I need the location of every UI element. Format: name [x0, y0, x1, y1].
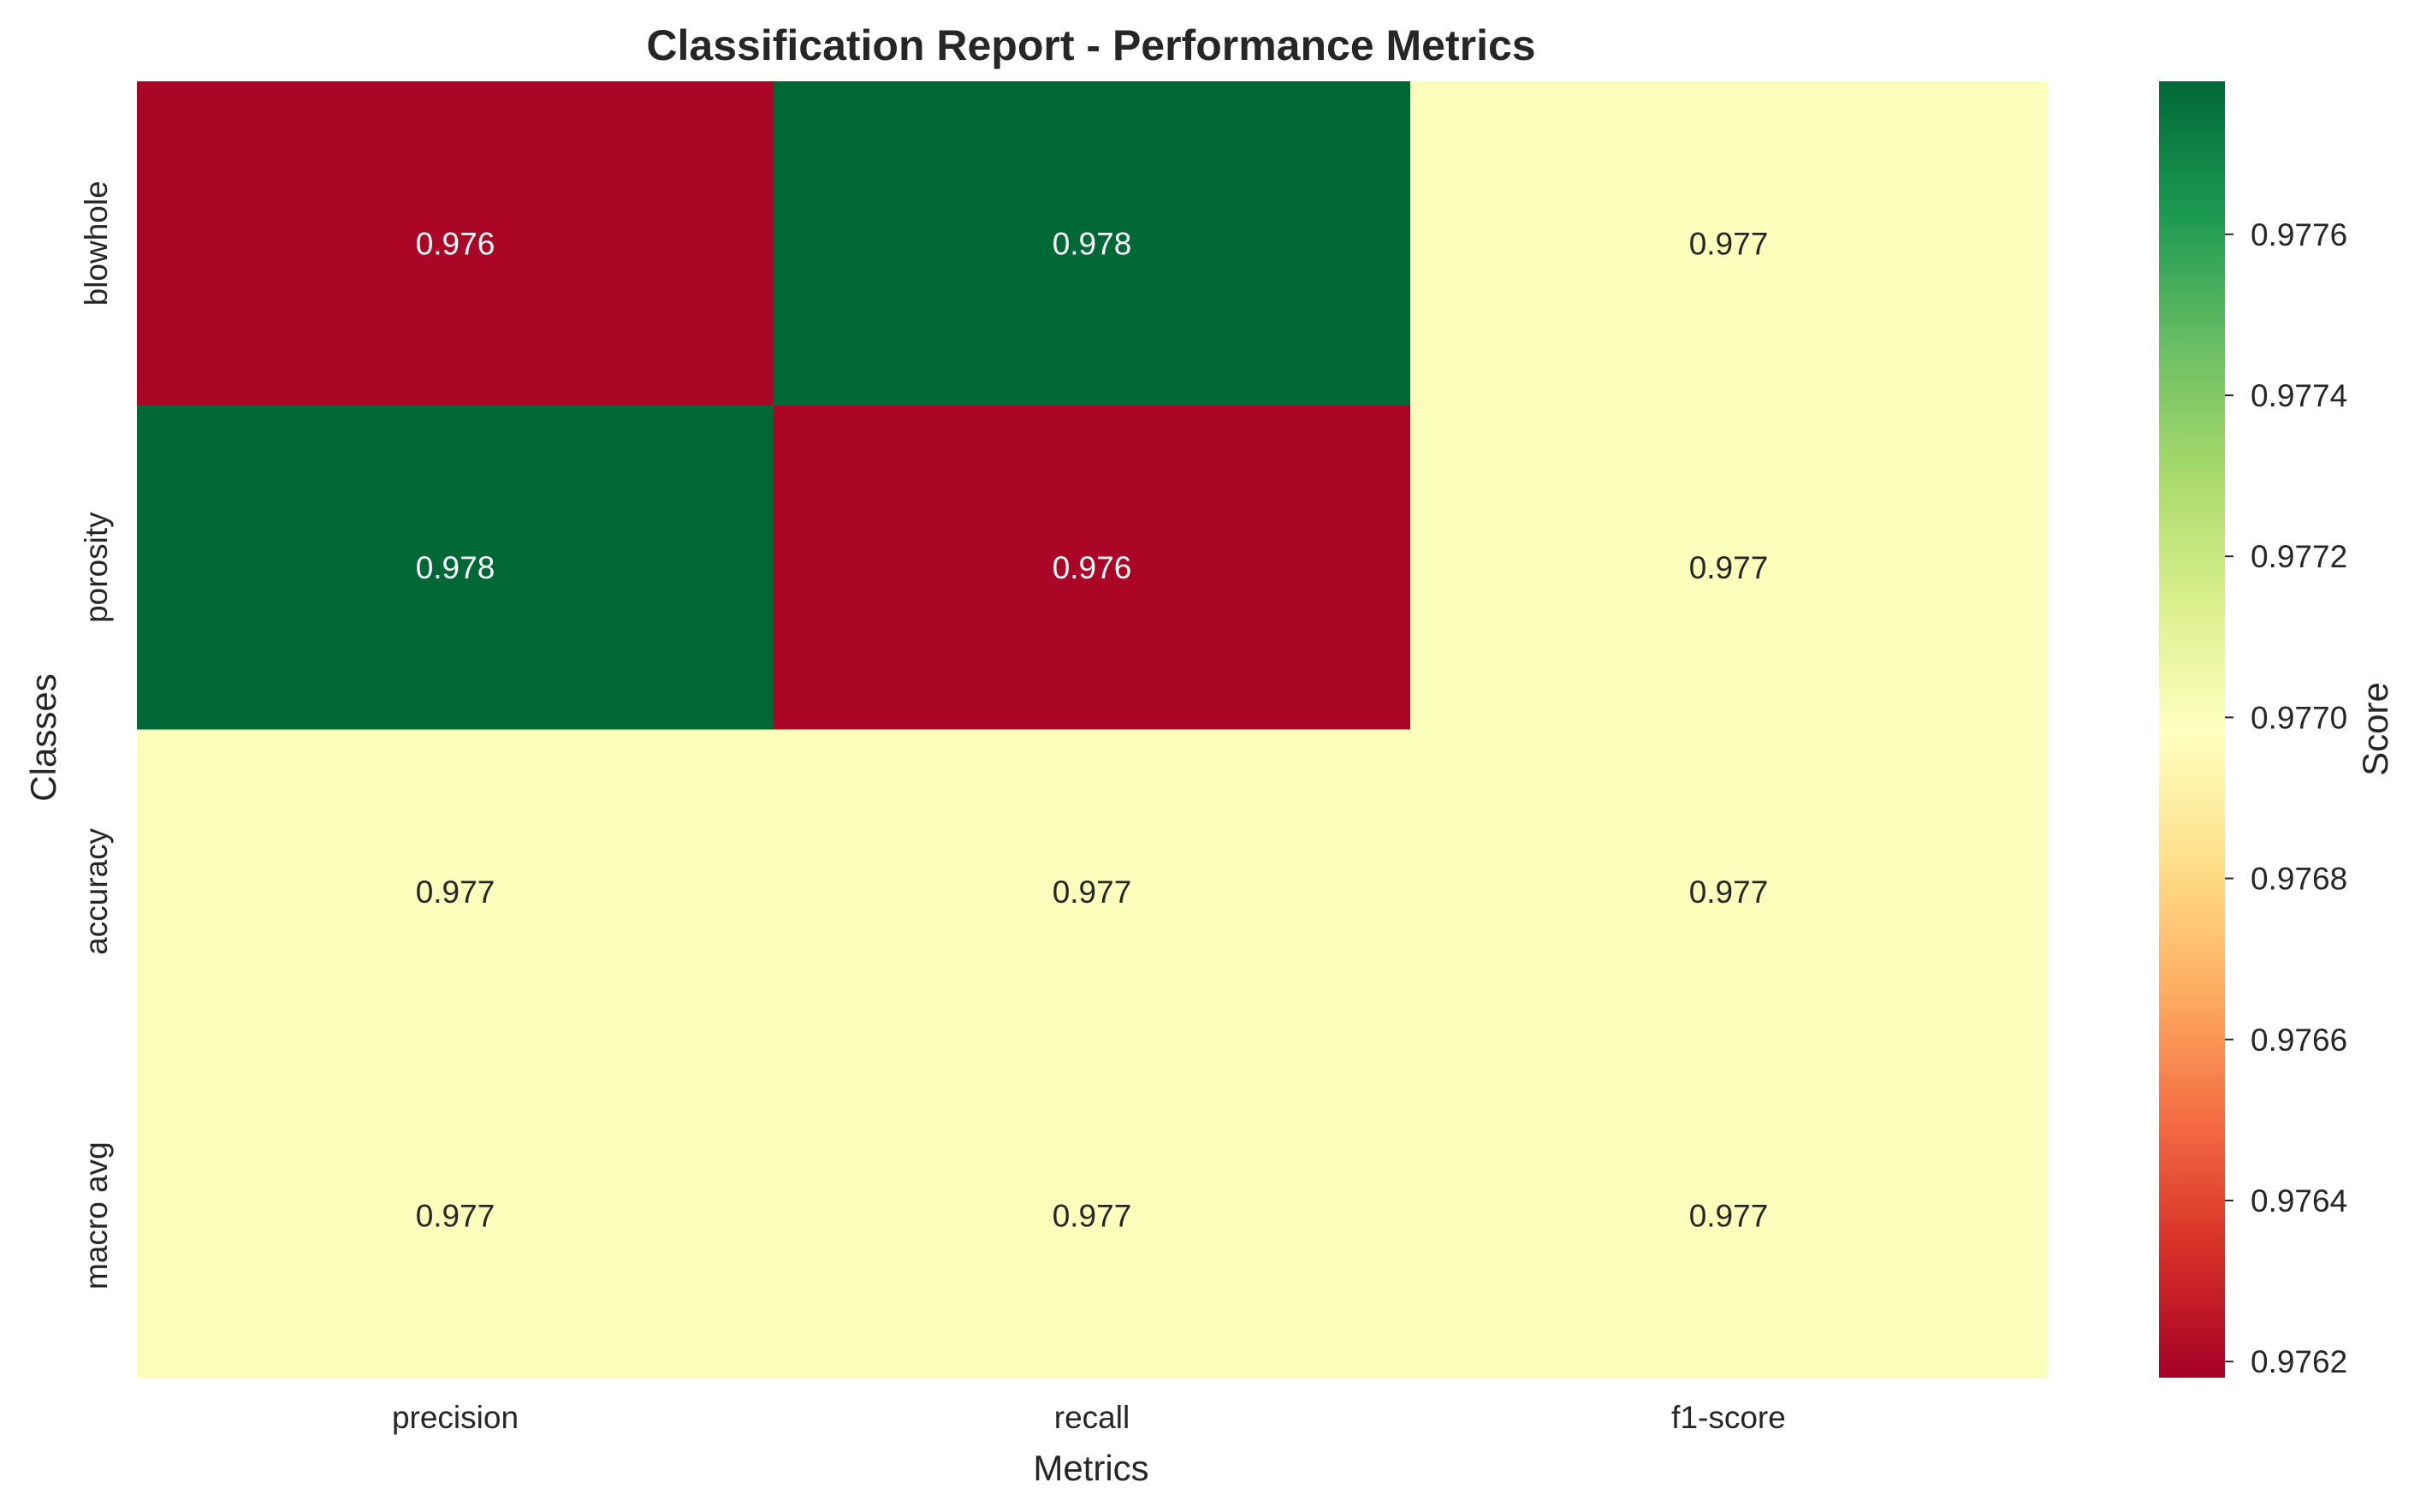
- colorbar-tick-label: 0.9764: [2251, 1183, 2347, 1218]
- heatmap-cell: [774, 729, 1411, 1054]
- heatmap-cell: [137, 405, 774, 730]
- y-tick-label: blowhole: [79, 181, 114, 305]
- heatmap-cell: [137, 729, 774, 1054]
- heatmap-cell: [774, 1053, 1411, 1379]
- cell-value-label: 0.977: [1689, 226, 1769, 261]
- colorbar-tick-label: 0.9770: [2251, 700, 2347, 735]
- heatmap-cell: [774, 405, 1411, 730]
- heatmap-cell-labels: 0.976 0.978 0.977 0.978 0.976 0.977 0.977 0.977…: [416, 226, 1769, 1233]
- cell-value-label: 0.977: [1689, 550, 1769, 585]
- y-tick-label: porosity: [79, 512, 114, 623]
- cell-value-label: 0.977: [1689, 1199, 1769, 1234]
- colorbar-ticks: 0.9762 0.9764 0.9766 0.9768 0.9770 0.9772 0.97…: [2225, 217, 2347, 1379]
- x-tick-label: f1-score: [1671, 1400, 1786, 1435]
- x-axis-ticks: precision recall f1-score: [392, 1400, 1786, 1435]
- cell-value-label: 0.976: [1053, 550, 1132, 585]
- colorbar-tick-label: 0.9776: [2251, 217, 2347, 252]
- cell-value-label: 0.977: [1053, 875, 1132, 910]
- heatmap-cell: [1410, 81, 2048, 406]
- heatmap-cell: [1410, 729, 2048, 1054]
- cell-value-label: 0.977: [416, 1199, 495, 1234]
- colorbar-label: Score: [2355, 682, 2395, 776]
- heatmap-cell: [137, 81, 774, 406]
- cell-value-label: 0.978: [416, 550, 495, 585]
- heatmap-cell: [1410, 1053, 2048, 1379]
- cell-value-label: 0.977: [416, 875, 495, 910]
- colorbar: [2159, 81, 2225, 1378]
- heatmap-cells: [137, 81, 2048, 1379]
- x-tick-label: precision: [392, 1400, 519, 1435]
- colorbar-tick-label: 0.9774: [2251, 378, 2347, 413]
- y-tick-label: macro avg: [79, 1141, 114, 1290]
- cell-value-label: 0.977: [1689, 875, 1769, 910]
- x-tick-label: recall: [1054, 1400, 1130, 1435]
- y-tick-label: accuracy: [79, 827, 114, 955]
- heatmap-cell: [774, 81, 1411, 406]
- y-axis-ticks: blowhole porosity accuracy macro avg: [79, 181, 114, 1290]
- heatmap-cell: [1410, 405, 2048, 730]
- colorbar-tick-label: 0.9762: [2251, 1344, 2347, 1379]
- y-axis-label: Classes: [23, 673, 63, 801]
- chart-title: Classification Report - Performance Metr…: [646, 21, 1535, 69]
- colorbar-tick-label: 0.9766: [2251, 1023, 2347, 1058]
- cell-value-label: 0.978: [1053, 226, 1132, 261]
- colorbar-tick-label: 0.9768: [2251, 862, 2347, 897]
- x-axis-label: Metrics: [1033, 1448, 1148, 1488]
- cell-value-label: 0.977: [1053, 1199, 1132, 1234]
- heatmap-cell: [137, 1053, 774, 1379]
- cell-value-label: 0.976: [416, 226, 495, 261]
- colorbar-tick-label: 0.9772: [2251, 539, 2347, 574]
